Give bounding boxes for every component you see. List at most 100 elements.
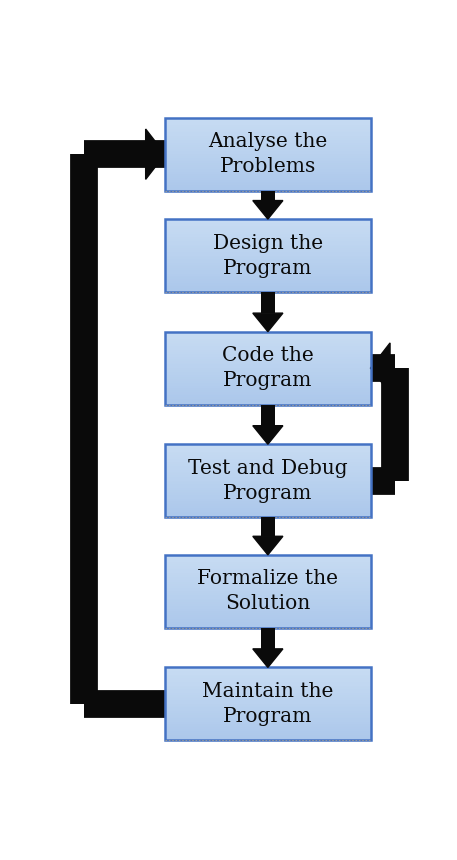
- Bar: [165, 372, 371, 373]
- Bar: [165, 378, 371, 379]
- Bar: [165, 669, 371, 671]
- Bar: [165, 263, 371, 265]
- Bar: [165, 577, 371, 579]
- Bar: [165, 484, 371, 486]
- Bar: [165, 359, 371, 361]
- Bar: [165, 241, 371, 243]
- Bar: [165, 571, 371, 573]
- Bar: [165, 679, 371, 680]
- Bar: [165, 691, 371, 693]
- Bar: [165, 268, 371, 270]
- Bar: [165, 118, 371, 191]
- Bar: [165, 568, 371, 569]
- Bar: [165, 564, 371, 566]
- Bar: [165, 123, 371, 125]
- Bar: [165, 739, 371, 740]
- Bar: [165, 265, 371, 267]
- Bar: [165, 234, 371, 236]
- Polygon shape: [371, 343, 390, 393]
- Text: Code the
Program: Code the Program: [222, 346, 314, 390]
- Bar: [165, 154, 371, 156]
- Bar: [165, 383, 371, 384]
- Text: Analyse the
Problems: Analyse the Problems: [208, 132, 328, 176]
- Bar: [165, 728, 371, 729]
- Bar: [165, 348, 371, 350]
- Bar: [165, 626, 371, 628]
- Bar: [165, 386, 371, 388]
- Bar: [165, 275, 371, 278]
- Bar: [165, 610, 371, 611]
- Bar: [165, 144, 371, 145]
- Bar: [165, 150, 371, 152]
- Bar: [165, 237, 371, 239]
- Bar: [165, 470, 371, 471]
- Bar: [165, 697, 371, 698]
- Bar: [165, 580, 371, 582]
- Bar: [165, 139, 371, 141]
- Bar: [165, 156, 371, 158]
- Bar: [165, 172, 371, 175]
- Bar: [165, 339, 371, 341]
- Bar: [165, 219, 371, 292]
- Bar: [165, 620, 371, 622]
- Bar: [165, 129, 371, 131]
- Bar: [165, 502, 371, 504]
- Bar: [165, 593, 371, 595]
- Bar: [165, 488, 371, 489]
- Bar: [165, 715, 371, 716]
- Bar: [165, 507, 371, 508]
- Bar: [165, 363, 371, 365]
- Bar: [165, 163, 371, 165]
- Bar: [165, 286, 371, 288]
- Bar: [165, 384, 371, 386]
- Bar: [165, 379, 371, 381]
- Bar: [165, 479, 371, 481]
- Bar: [165, 158, 371, 160]
- Bar: [165, 587, 371, 589]
- Bar: [165, 259, 371, 261]
- Bar: [165, 366, 371, 368]
- Bar: [165, 510, 371, 512]
- Bar: [165, 473, 371, 476]
- Bar: [165, 513, 371, 515]
- Bar: [165, 700, 371, 702]
- Bar: [165, 693, 371, 695]
- Bar: [165, 706, 371, 708]
- Bar: [165, 138, 371, 139]
- Bar: [165, 136, 371, 138]
- Bar: [165, 573, 371, 574]
- Bar: [165, 512, 371, 513]
- Bar: [165, 373, 371, 375]
- Bar: [165, 448, 371, 450]
- Bar: [165, 584, 371, 586]
- Bar: [165, 401, 371, 402]
- Bar: [165, 718, 371, 720]
- Bar: [165, 504, 371, 507]
- Bar: [261, 517, 275, 537]
- Bar: [165, 394, 371, 396]
- Bar: [165, 703, 371, 706]
- Bar: [165, 283, 371, 285]
- Bar: [165, 452, 371, 453]
- Bar: [165, 290, 371, 292]
- Bar: [165, 239, 371, 241]
- Bar: [165, 710, 371, 711]
- Bar: [165, 589, 371, 591]
- Bar: [165, 243, 371, 244]
- Bar: [165, 586, 371, 587]
- Bar: [165, 684, 371, 685]
- Bar: [165, 685, 371, 687]
- Bar: [165, 595, 371, 597]
- Bar: [165, 226, 371, 228]
- Bar: [165, 167, 371, 169]
- Bar: [165, 680, 371, 682]
- Bar: [165, 446, 371, 448]
- Bar: [165, 176, 371, 178]
- Bar: [165, 392, 371, 394]
- Bar: [165, 599, 371, 600]
- Bar: [165, 347, 371, 348]
- Bar: [165, 494, 371, 495]
- Bar: [165, 134, 371, 136]
- Bar: [165, 463, 371, 464]
- Bar: [165, 120, 371, 121]
